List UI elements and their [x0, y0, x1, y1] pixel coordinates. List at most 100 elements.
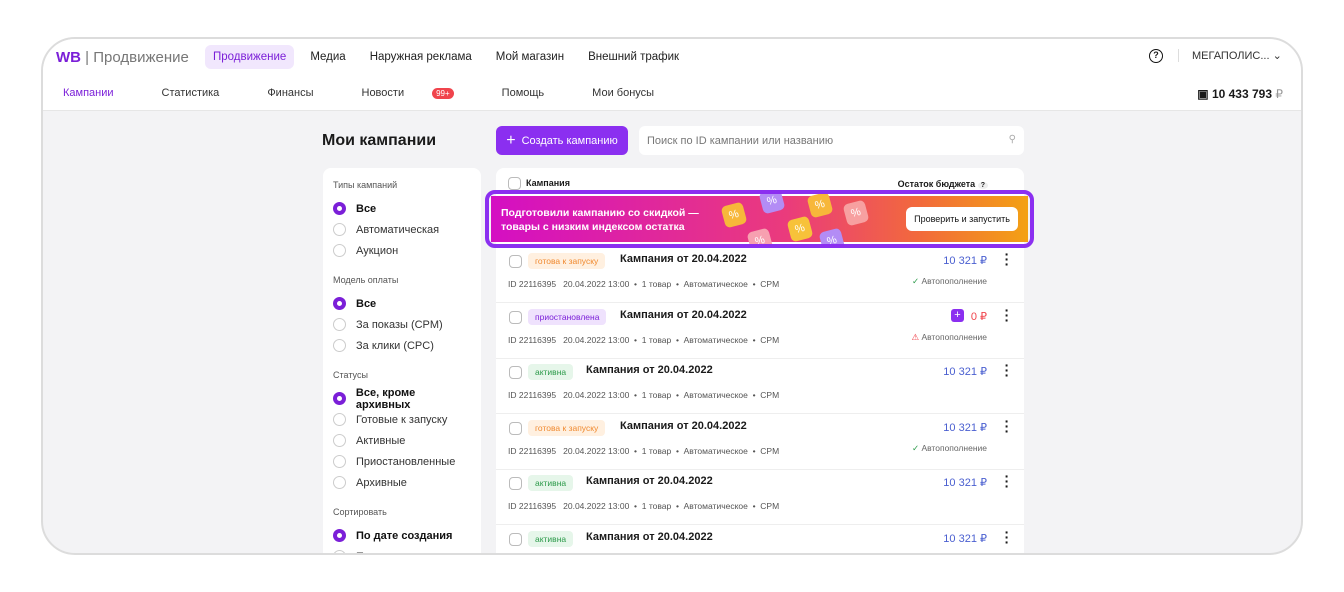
radio-button[interactable]: [333, 392, 346, 405]
filter-group-title: Статусы: [333, 370, 368, 380]
table-row[interactable]: готова к запуску Кампания от 20.04.2022 ID…: [496, 412, 1024, 470]
filter-option[interactable]: Все, кроме архивных: [333, 386, 471, 411]
budget-help-icon[interactable]: ?: [977, 181, 988, 189]
balance[interactable]: ▣ 10 433 793 ₽: [1197, 87, 1283, 101]
filter-option[interactable]: По названию: [333, 546, 471, 553]
radio-button[interactable]: [333, 455, 346, 468]
filter-option[interactable]: Приостановленные: [333, 451, 471, 472]
option-label: Все: [356, 202, 377, 215]
nav-item[interactable]: Наружная реклама: [369, 51, 472, 63]
campaign-title[interactable]: Кампания от 20.04.2022: [620, 308, 747, 321]
radio-button[interactable]: [333, 434, 346, 447]
radio-button[interactable]: [333, 339, 346, 352]
row-checkbox[interactable]: [509, 310, 522, 324]
nav-item[interactable]: Продвижение: [205, 45, 295, 69]
subnav-label: Новости: [361, 87, 405, 99]
spacer: [333, 356, 471, 368]
search-input[interactable]: Поиск по ID кампании или названию ⚲: [639, 126, 1024, 155]
help-icon[interactable]: ?: [1149, 49, 1163, 63]
more-menu-icon[interactable]: · · ·: [1004, 246, 1010, 272]
radio-button[interactable]: [333, 202, 346, 215]
percent-cube-icon: %: [786, 215, 814, 243]
subnav-item[interactable]: Новости 99+: [362, 87, 478, 99]
nav-item[interactable]: Внешний трафик: [588, 51, 680, 63]
campaign-title[interactable]: Кампания от 20.04.2022: [586, 530, 713, 543]
filter-option[interactable]: Аукцион: [333, 240, 471, 261]
radio-button[interactable]: [333, 318, 346, 331]
budget-amount: 10 321 ₽: [943, 421, 987, 434]
main-nav: Продвижение Медиа Наружная реклама Мой мага…: [205, 45, 695, 69]
chevron-down-icon: ⌄: [1272, 50, 1282, 62]
subnav-item[interactable]: Статистика: [162, 87, 244, 99]
subnav-label: Финансы: [267, 87, 314, 99]
radio-button[interactable]: [333, 244, 346, 257]
row-checkbox[interactable]: [509, 477, 522, 490]
account-selector[interactable]: МЕГАПОЛИС... ⌄: [1178, 49, 1282, 62]
more-menu-icon[interactable]: · · ·: [1004, 523, 1010, 550]
filter-option[interactable]: Активные: [333, 430, 471, 451]
campaign-title[interactable]: Кампания от 20.04.2022: [586, 364, 713, 376]
filter-option[interactable]: За клики (CPC): [333, 335, 471, 356]
percent-cube-icon: %: [818, 227, 846, 244]
nav-item[interactable]: Мой магазин: [495, 51, 565, 63]
table-row[interactable]: приостановлена Кампания от 20.04.2022 ID 2…: [496, 301, 1024, 359]
row-checkbox[interactable]: [509, 532, 522, 546]
filter-option[interactable]: Все: [333, 198, 471, 219]
row-checkbox[interactable]: [509, 366, 522, 379]
search-placeholder: Поиск по ID кампании или названию: [647, 135, 834, 147]
more-menu-icon[interactable]: · · ·: [1004, 301, 1010, 328]
add-budget-button[interactable]: +: [951, 308, 964, 322]
filter-group-title: Сортировать: [333, 507, 387, 517]
radio-button[interactable]: [333, 550, 346, 553]
banner-line2: товары с низким индексом остатка: [501, 221, 685, 233]
radio-button[interactable]: [333, 529, 346, 542]
create-label: Создать кампанию: [521, 134, 618, 147]
radio-button[interactable]: [333, 476, 346, 489]
filter-option[interactable]: Готовые к запуску: [333, 409, 471, 430]
percent-cube-icon: %: [842, 199, 870, 227]
option-label: Аукцион: [356, 244, 399, 257]
create-campaign-button[interactable]: + Создать кампанию: [496, 126, 628, 155]
check-and-launch-button[interactable]: Проверить и запустить: [906, 207, 1018, 231]
select-all-checkbox[interactable]: [508, 177, 521, 190]
subnav-item[interactable]: Помощь: [502, 87, 569, 99]
logo-text: Продвижение: [93, 49, 189, 66]
radio-button[interactable]: [333, 223, 346, 236]
subnav-item[interactable]: Финансы: [267, 87, 337, 99]
campaign-title[interactable]: Кампания от 20.04.2022: [586, 475, 713, 487]
campaign-title[interactable]: Кампания от 20.04.2022: [620, 253, 747, 265]
more-menu-icon[interactable]: · · ·: [1004, 412, 1010, 439]
app-window: WB | Продвижение Продвижение Медиа Наружна…: [41, 37, 1303, 555]
row-checkbox[interactable]: [509, 421, 522, 435]
filter-option[interactable]: Архивные: [333, 472, 471, 493]
more-menu-icon[interactable]: · · ·: [1004, 468, 1010, 494]
option-label: Все, кроме архивных: [355, 386, 416, 411]
autorefill-status: ✓ Автопополнение: [912, 554, 987, 556]
percent-cube-icon: %: [758, 194, 786, 215]
row-checkbox[interactable]: [509, 255, 522, 268]
campaign-meta: ID 22116395 20.04.2022 13:00 • 1 товар •…: [508, 445, 780, 456]
search-icon: ⚲: [1008, 134, 1016, 145]
autorefill-status: ✓ Автопополнение: [912, 443, 987, 454]
status-badge: готова к запуску: [528, 253, 606, 269]
plus-icon: +: [506, 131, 516, 149]
table-row[interactable]: готова к запуску Кампания от 20.04.2022 ID…: [496, 246, 1024, 303]
filter-option[interactable]: По дате создания: [333, 525, 471, 546]
logo[interactable]: WB | Продвижение: [56, 49, 189, 66]
more-menu-icon[interactable]: · · ·: [1004, 357, 1010, 383]
campaign-title[interactable]: Кампания от 20.04.2022: [620, 419, 747, 432]
filter-option[interactable]: Автоматическая: [333, 219, 471, 240]
subnav-item[interactable]: Кампании: [63, 87, 138, 99]
spacer: [333, 261, 471, 273]
nav-item[interactable]: Медиа: [310, 51, 346, 63]
radio-button[interactable]: [333, 297, 346, 310]
banner-line1: Подготовили кампанию со скидкой —: [501, 207, 699, 219]
filter-option[interactable]: Все: [333, 293, 471, 314]
radio-button[interactable]: [333, 413, 346, 426]
subnav-item[interactable]: Мои бонусы: [592, 87, 678, 99]
filter-option[interactable]: За показы (CPM): [333, 314, 471, 335]
page-title: Мои кампании: [322, 132, 437, 149]
